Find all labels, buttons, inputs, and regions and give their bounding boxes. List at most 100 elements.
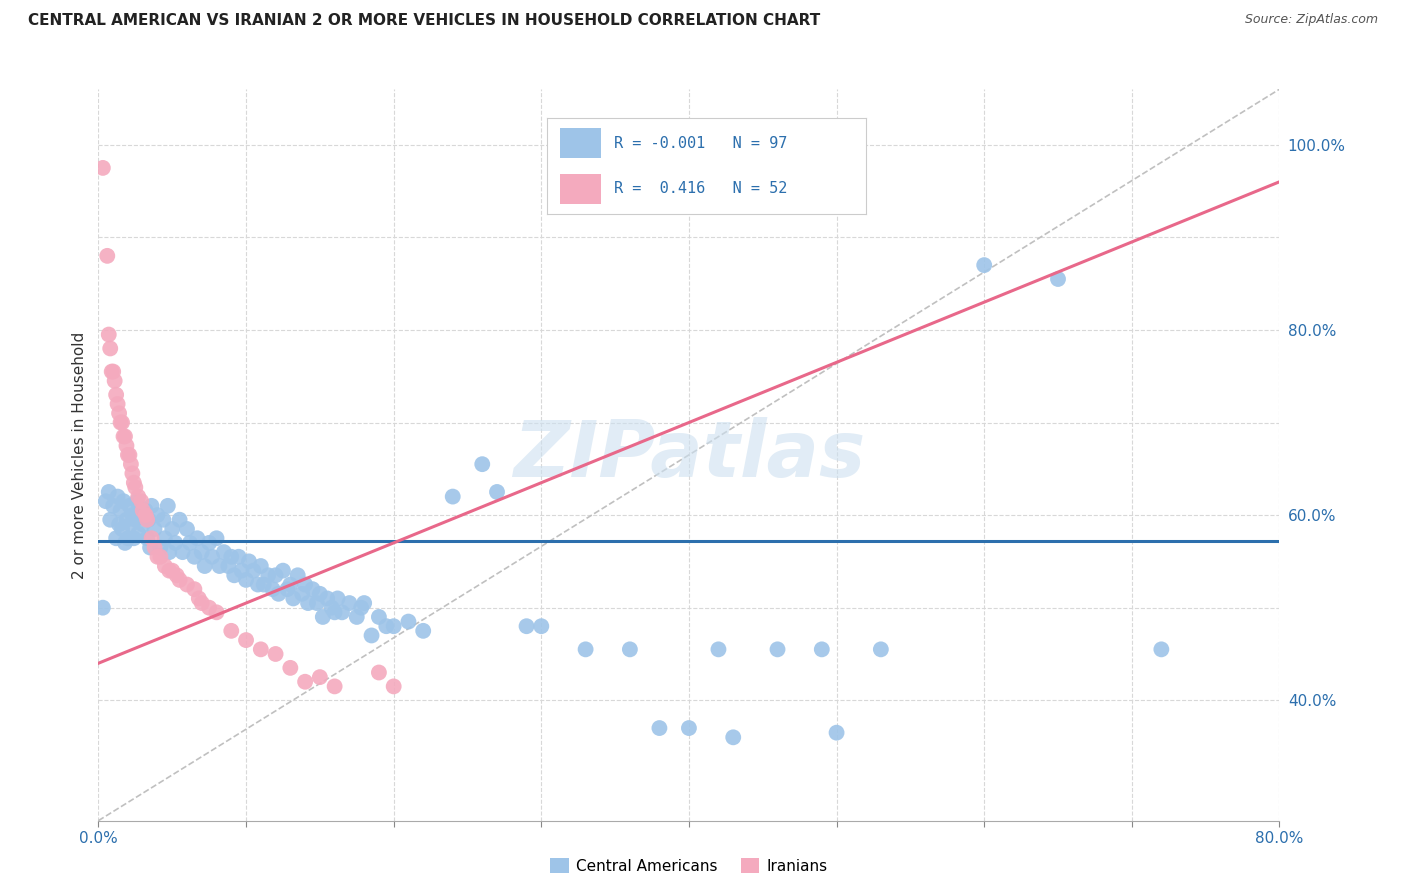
- Point: [176, 577, 198, 591]
- Point: [330, 605, 353, 619]
- Point: [294, 577, 316, 591]
- Point: [194, 559, 217, 574]
- Point: [104, 374, 127, 388]
- Point: [121, 508, 143, 522]
- Point: [112, 494, 135, 508]
- Point: [368, 610, 391, 624]
- Point: [278, 577, 302, 591]
- Point: [187, 591, 209, 606]
- Point: [267, 587, 290, 601]
- Point: [162, 564, 183, 578]
- Point: [305, 596, 328, 610]
- Point: [242, 564, 264, 578]
- Point: [619, 642, 641, 657]
- Point: [198, 536, 221, 550]
- Point: [128, 508, 150, 522]
- Point: [183, 549, 205, 564]
- Point: [191, 596, 214, 610]
- Point: [350, 600, 373, 615]
- Point: [103, 365, 125, 379]
- Point: [114, 536, 136, 550]
- Point: [165, 536, 187, 550]
- Point: [105, 388, 128, 402]
- Point: [94, 494, 117, 508]
- Point: [153, 531, 176, 545]
- Point: [360, 628, 382, 642]
- Point: [309, 587, 332, 601]
- Point: [97, 327, 120, 342]
- Point: [127, 526, 149, 541]
- Point: [766, 642, 789, 657]
- Point: [515, 619, 537, 633]
- Point: [253, 577, 276, 591]
- Point: [530, 619, 553, 633]
- Point: [382, 619, 405, 633]
- Point: [250, 642, 273, 657]
- Point: [162, 522, 183, 536]
- Point: [100, 365, 122, 379]
- Point: [91, 161, 114, 175]
- Text: R = -0.001   N = 97: R = -0.001 N = 97: [614, 136, 787, 151]
- Point: [118, 499, 141, 513]
- Point: [98, 513, 121, 527]
- Point: [125, 494, 148, 508]
- Point: [1150, 642, 1173, 657]
- Text: CENTRAL AMERICAN VS IRANIAN 2 OR MORE VEHICLES IN HOUSEHOLD CORRELATION CHART: CENTRAL AMERICAN VS IRANIAN 2 OR MORE VE…: [28, 13, 820, 29]
- Point: [118, 448, 141, 462]
- Point: [235, 573, 257, 587]
- Point: [157, 564, 180, 578]
- Point: [107, 397, 129, 411]
- Point: [486, 485, 509, 500]
- FancyBboxPatch shape: [560, 128, 602, 159]
- Point: [110, 503, 132, 517]
- Point: [122, 531, 145, 545]
- Point: [111, 416, 134, 430]
- Point: [973, 258, 995, 272]
- Point: [205, 531, 228, 545]
- Point: [382, 679, 405, 693]
- Point: [136, 513, 159, 527]
- Point: [217, 559, 239, 574]
- Point: [143, 541, 166, 555]
- Point: [321, 600, 343, 615]
- Point: [264, 647, 287, 661]
- Point: [127, 490, 149, 504]
- Point: [219, 549, 242, 564]
- Point: [262, 582, 284, 597]
- Point: [678, 721, 700, 735]
- Point: [810, 642, 832, 657]
- Point: [179, 536, 201, 550]
- Point: [141, 531, 163, 545]
- Point: [309, 670, 332, 684]
- Point: [707, 642, 730, 657]
- Point: [169, 513, 191, 527]
- Point: [301, 582, 323, 597]
- Text: ZIPatlas: ZIPatlas: [513, 417, 865, 493]
- Point: [228, 549, 250, 564]
- Point: [1046, 272, 1069, 286]
- Y-axis label: 2 or more Vehicles in Household: 2 or more Vehicles in Household: [72, 331, 87, 579]
- Point: [108, 406, 131, 420]
- Point: [219, 624, 242, 638]
- Point: [246, 577, 269, 591]
- Point: [166, 568, 188, 582]
- Point: [121, 467, 143, 481]
- Point: [312, 610, 335, 624]
- Point: [441, 490, 464, 504]
- Point: [278, 661, 302, 675]
- FancyBboxPatch shape: [560, 174, 602, 204]
- Point: [138, 513, 160, 527]
- Point: [149, 549, 172, 564]
- Point: [471, 457, 494, 471]
- Point: [326, 591, 349, 606]
- Point: [149, 541, 172, 555]
- Point: [91, 600, 114, 615]
- Point: [257, 568, 280, 582]
- Point: [132, 517, 155, 532]
- Point: [176, 522, 198, 536]
- Point: [208, 559, 231, 574]
- Point: [115, 439, 138, 453]
- Point: [825, 725, 848, 739]
- Point: [124, 480, 146, 494]
- Point: [105, 531, 128, 545]
